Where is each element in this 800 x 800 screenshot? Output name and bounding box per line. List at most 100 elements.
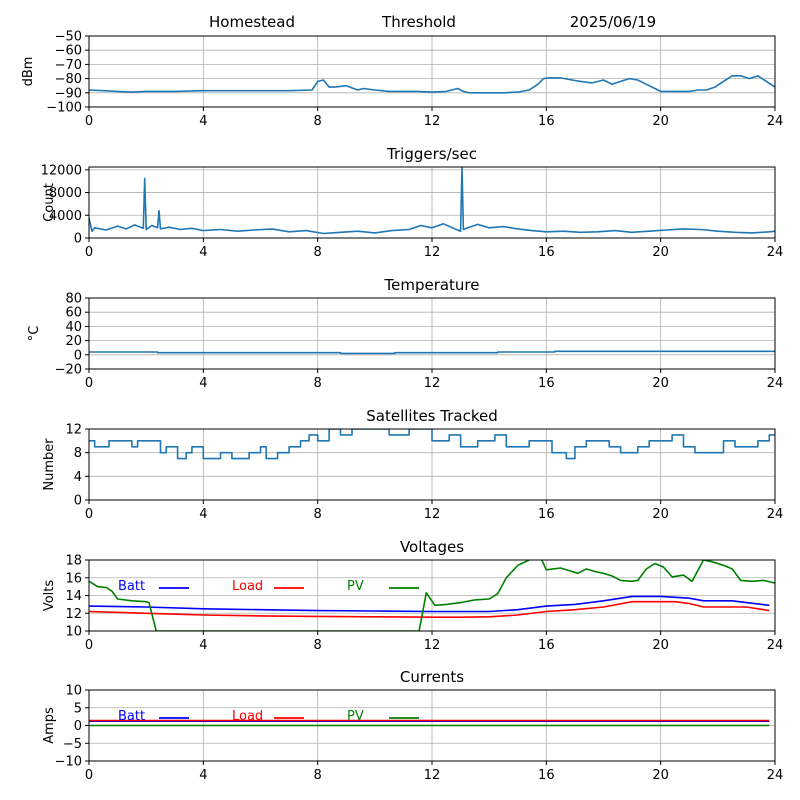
- x-tick-label: 24: [767, 638, 784, 653]
- x-tick-label: 12: [424, 768, 441, 783]
- x-tick-label: 12: [424, 114, 441, 129]
- chart-panel-1: 0 4 8 12 16 20 24 −100−90−80−70−60−50 dBm: [21, 30, 783, 130]
- chart-title: Currents: [400, 668, 464, 686]
- y-tick-label: −80: [55, 72, 82, 87]
- y-tick-label: −10: [55, 755, 82, 770]
- legend-label-pv: PV: [347, 709, 364, 724]
- legend-label-batt: Batt: [118, 709, 145, 724]
- y-tick-label: 4: [74, 470, 82, 485]
- y-tick-label: 8: [74, 446, 82, 461]
- x-tick-label: 16: [538, 376, 555, 391]
- chart-panel-6: 0 4 8 12 16 20 24 −10 −5 0 5 10 Currents Amps Batt Load…: [42, 668, 783, 783]
- y-tick-label: 0: [74, 232, 82, 247]
- y-axis-label: Volts: [42, 580, 57, 612]
- x-tick-label: 0: [85, 245, 93, 260]
- x-tick-label: 20: [652, 768, 669, 783]
- x-tick-label: 4: [199, 768, 207, 783]
- chart-title: Satellites Tracked: [366, 407, 497, 425]
- header-site: Homestead: [209, 13, 295, 31]
- x-tick-label: 0: [85, 507, 93, 522]
- y-tick-label: −60: [55, 44, 82, 59]
- y-tick-label: 20: [65, 334, 82, 349]
- series-line-1: [89, 350, 775, 355]
- y-tick-label: 14: [65, 589, 82, 604]
- x-tick-label: 20: [652, 114, 669, 129]
- series-line-pv: [89, 560, 775, 631]
- series-line-batt: [89, 595, 770, 613]
- x-tick-label: 0: [85, 376, 93, 391]
- x-tick-label: 0: [85, 638, 93, 653]
- y-tick-label: 12: [65, 607, 82, 622]
- y-tick-label: −50: [55, 30, 82, 45]
- y-tick-label: 40: [65, 320, 82, 335]
- x-tick-label: 16: [538, 245, 555, 260]
- x-tick-label: 16: [538, 768, 555, 783]
- x-tick-label: 8: [314, 768, 322, 783]
- chart-panel-2: 0 4 8 12 16 20 24 0 4000 8000 12000 Triggers/sec Cou…: [41, 145, 784, 260]
- y-tick-label: −70: [55, 58, 82, 73]
- y-tick-label: 12: [65, 423, 82, 438]
- chart-title: Triggers/sec: [386, 145, 477, 163]
- x-tick-label: 8: [314, 245, 322, 260]
- x-tick-label: 12: [424, 507, 441, 522]
- x-tick-label: 8: [314, 638, 322, 653]
- legend-label-load: Load: [232, 579, 263, 594]
- y-tick-label: 60: [65, 306, 82, 321]
- x-tick-label: 4: [199, 114, 207, 129]
- y-tick-label: −100: [46, 101, 82, 116]
- x-tick-label: 8: [314, 114, 322, 129]
- x-tick-label: 4: [199, 245, 207, 260]
- x-tick-label: 0: [85, 768, 93, 783]
- y-axis-label: °C: [27, 326, 42, 342]
- x-tick-label: 12: [424, 638, 441, 653]
- x-tick-label: 20: [652, 638, 669, 653]
- header-label: Threshold: [381, 13, 456, 31]
- y-tick-label: −90: [55, 86, 82, 101]
- x-tick-label: 24: [767, 507, 784, 522]
- series-group: [89, 75, 775, 94]
- y-tick-label: 10: [65, 684, 82, 699]
- y-axis-label: Count: [42, 183, 57, 222]
- y-tick-label: 4000: [49, 209, 82, 224]
- y-tick-label: 18: [65, 554, 82, 569]
- series-group: [89, 429, 775, 460]
- y-axis-label: Number: [42, 438, 57, 491]
- y-tick-label: 0: [74, 348, 82, 363]
- header: Homestead Threshold 2025/06/19: [209, 13, 656, 31]
- legend-label-load: Load: [232, 709, 263, 724]
- y-tick-label: 0: [74, 719, 82, 734]
- y-tick-label: 16: [65, 571, 82, 586]
- y-tick-label: 10: [65, 625, 82, 640]
- x-tick-label: 8: [314, 507, 322, 522]
- y-tick-label: 0: [74, 494, 82, 509]
- series-line-1: [89, 429, 775, 460]
- x-tick-label: 4: [199, 507, 207, 522]
- header-date: 2025/06/19: [570, 13, 656, 31]
- x-tick-label: 4: [199, 638, 207, 653]
- x-tick-label: 20: [652, 245, 669, 260]
- series-line-1: [89, 75, 775, 94]
- y-tick-label: 5: [74, 701, 82, 716]
- x-tick-label: 20: [652, 507, 669, 522]
- x-tick-label: 24: [767, 114, 784, 129]
- y-axis-label: Amps: [42, 707, 57, 744]
- series-group: [89, 719, 770, 727]
- x-tick-label: 16: [538, 114, 555, 129]
- y-tick-label: 80: [65, 292, 82, 307]
- chart-panel-4: 0 4 8 12 16 20 24 0 4 8 12 Satellites Tracked Number: [42, 407, 783, 522]
- series-group: [89, 167, 775, 235]
- y-tick-label: 8000: [49, 186, 82, 201]
- series-group: [89, 560, 775, 631]
- x-tick-label: 16: [538, 638, 555, 653]
- y-axis-label: dBm: [21, 57, 36, 87]
- y-tick-label: −5: [63, 737, 82, 752]
- x-tick-label: 24: [767, 768, 784, 783]
- x-tick-label: 12: [424, 245, 441, 260]
- x-tick-label: 20: [652, 376, 669, 391]
- x-tick-label: 12: [424, 376, 441, 391]
- series-line-load: [89, 600, 770, 619]
- y-tick-label: −20: [55, 363, 82, 378]
